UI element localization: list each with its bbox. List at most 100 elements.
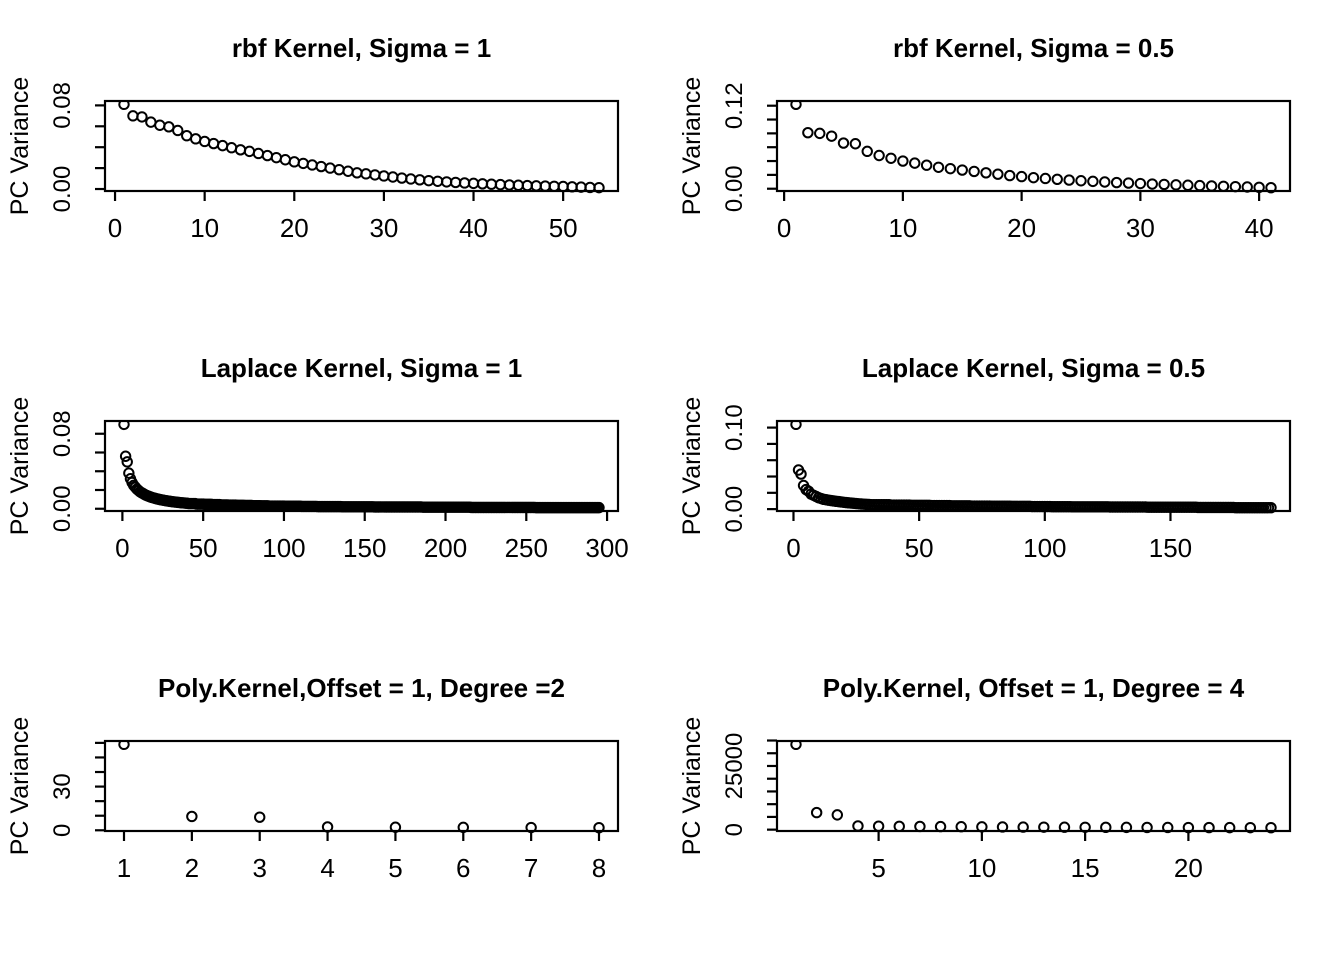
data-point-marker: [324, 162, 336, 174]
y-tick-label: 0.00: [49, 166, 76, 213]
x-tick-label: 4: [320, 853, 334, 883]
data-point-marker: [593, 501, 605, 514]
data-point-marker: [849, 138, 862, 150]
y-tick-label: 0.10: [721, 404, 748, 451]
data-point-marker: [254, 811, 266, 823]
data-point-marker: [118, 101, 130, 111]
data-point-marker: [909, 157, 921, 169]
plot-title: Laplace Kernel, Sigma = 1: [201, 353, 523, 383]
data-point-marker: [186, 810, 198, 823]
plot-box: [775, 419, 1292, 513]
scatter-plot-poly-degree-2: 1 2 3 4 5 6 7 8 0 30 Poly.Kernel,Offset = 1, Degre…: [6, 673, 620, 883]
y-axis-label: PC Variance: [6, 717, 34, 856]
data-point-marker: [593, 181, 605, 194]
plot-title: Laplace Kernel, Sigma = 0.5: [862, 353, 1205, 383]
data-point-marker: [288, 156, 300, 168]
data-point-marker: [1244, 821, 1257, 834]
data-point-marker: [351, 167, 363, 179]
data-point-marker: [790, 421, 802, 431]
data-point-marker: [369, 169, 381, 181]
x-tick-label: 0: [786, 533, 800, 563]
data-point-marker: [1110, 176, 1123, 189]
data-point-marker: [243, 145, 256, 158]
plot-box: [103, 419, 620, 513]
data-points: [790, 421, 1277, 514]
data-point-marker: [270, 151, 283, 164]
data-point-marker: [814, 127, 826, 140]
data-point-marker: [956, 164, 968, 176]
data-point-marker: [1217, 180, 1230, 192]
plot-cell-poly-degree-2: 1 2 3 4 5 6 7 8 0 30 Poly.Kernel,Offset = 1, Degre…: [0, 640, 672, 960]
data-point-marker: [1063, 174, 1075, 186]
data-point-marker: [810, 806, 823, 819]
x-tick-label: 0: [108, 213, 122, 243]
data-point-marker: [1075, 175, 1087, 187]
y-tick-label: 0.12: [721, 82, 748, 129]
data-point-marker: [1027, 171, 1040, 184]
data-point-marker: [944, 162, 957, 175]
data-point-marker: [1158, 178, 1170, 191]
data-point-marker: [825, 130, 838, 142]
x-tick-label: 10: [190, 213, 219, 243]
data-point-marker: [852, 820, 864, 832]
plot-title: Poly.Kernel, Offset = 1, Degree = 4: [823, 673, 1245, 703]
data-point-marker: [315, 160, 327, 173]
data-point-marker: [831, 809, 844, 821]
y-tick-label: 0.08: [49, 410, 76, 457]
x-tick-label: 10: [967, 853, 996, 883]
data-point-marker: [189, 133, 202, 145]
data-point-marker: [360, 168, 372, 180]
plot-cell-laplace-sigma-0.5: 0 50 100 150 0.00 0.10 Laplace Kernel, Sigma =…: [672, 320, 1344, 640]
data-point-marker: [387, 171, 399, 183]
x-tick-label: 2: [185, 853, 199, 883]
y-axis-label: PC Variance: [678, 717, 706, 856]
data-point-marker: [405, 173, 417, 185]
y-tick-label: 25000: [721, 733, 748, 800]
data-point-marker: [790, 101, 802, 111]
data-point-marker: [306, 159, 318, 171]
data-point-marker: [333, 163, 345, 176]
data-point-marker: [980, 167, 992, 179]
plot-box: [103, 739, 620, 833]
data-point-marker: [1194, 179, 1206, 192]
data-point-marker: [118, 421, 130, 431]
data-point-marker: [423, 174, 435, 187]
data-point-marker: [802, 126, 814, 139]
x-tick-label: 5: [871, 853, 885, 883]
data-point-marker: [1223, 821, 1236, 834]
data-point-marker: [934, 820, 947, 833]
data-point-marker: [861, 145, 873, 158]
data-point-marker: [914, 820, 926, 833]
data-point-marker: [1203, 821, 1215, 834]
plot-title: rbf Kernel, Sigma = 0.5: [893, 33, 1174, 63]
plot-title: rbf Kernel, Sigma = 1: [232, 33, 491, 63]
plot-box: [775, 99, 1292, 193]
data-point-marker: [1087, 175, 1099, 188]
data-point-marker: [1122, 177, 1135, 189]
plot-cell-rbf-sigma-1: 0 10 20 30 40 50 0.00 0.08 rbf Kernel, Sigma = 1…: [0, 0, 672, 320]
y-tick-label: 0.00: [721, 486, 748, 533]
data-point-marker: [1162, 821, 1174, 834]
x-tick-label: 3: [252, 853, 266, 883]
data-points: [118, 101, 605, 194]
y-tick-label: 0.00: [49, 485, 76, 532]
plot-box: [775, 739, 1292, 833]
data-point-marker: [396, 172, 408, 184]
data-point-marker: [225, 142, 238, 154]
y-tick-label: 30: [49, 773, 76, 800]
x-tick-label: 30: [1126, 213, 1155, 243]
data-point-marker: [1141, 821, 1153, 834]
x-tick-label: 150: [343, 533, 386, 563]
data-point-marker: [279, 154, 292, 166]
x-tick-label: 30: [369, 213, 398, 243]
data-point-marker: [1265, 181, 1277, 194]
x-tick-label: 200: [424, 533, 467, 563]
data-point-marker: [1265, 501, 1277, 514]
y-tick-label: 0.08: [49, 82, 76, 129]
x-tick-label: 20: [1174, 853, 1203, 883]
data-point-marker: [198, 135, 211, 148]
x-tick-label: 50: [905, 533, 934, 563]
x-tick-label: 1: [117, 853, 131, 883]
data-points: [790, 101, 1277, 194]
